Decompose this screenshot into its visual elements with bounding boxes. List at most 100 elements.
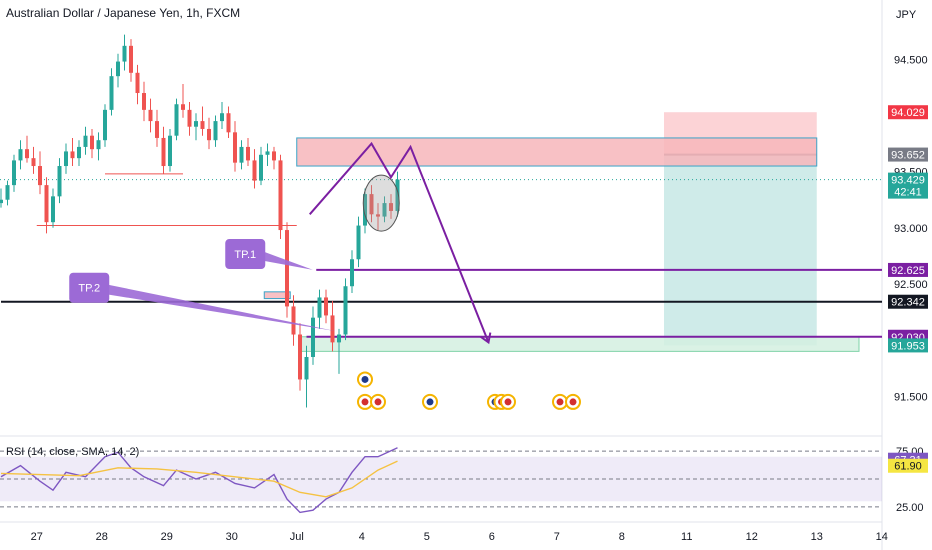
price-tag-bg <box>888 294 928 309</box>
x-tick-label: 28 <box>96 531 108 543</box>
rsi-tag-bg <box>888 458 928 473</box>
x-tick-label: 11 <box>681 531 692 543</box>
candle-body <box>155 121 159 138</box>
event-icon-dot <box>361 375 369 383</box>
candle-body <box>83 135 88 147</box>
rsi-tick-label: 25.00 <box>896 502 924 514</box>
price-tag-bg <box>888 172 928 199</box>
candle-body <box>12 160 16 186</box>
candle-body <box>129 45 133 73</box>
projection-path <box>308 141 490 343</box>
small-zone <box>263 291 291 300</box>
price-tag-bg <box>888 147 928 162</box>
price-tag: 94.029 <box>891 107 925 119</box>
candle-body <box>5 185 10 200</box>
x-tick-label: 4 <box>359 531 365 543</box>
candle-body <box>103 109 107 141</box>
candle-body <box>44 185 49 223</box>
price-tag-countdown: 42:41 <box>894 187 922 199</box>
tp-label-box <box>225 239 266 270</box>
candle-body <box>369 194 374 215</box>
candle-body <box>96 140 101 150</box>
price-tag-bg <box>888 338 928 353</box>
candle-body <box>226 113 231 133</box>
price-tag: 91.953 <box>891 340 925 352</box>
supply-zone <box>296 137 818 167</box>
candle-body <box>57 166 62 197</box>
chart-title: Australian Dollar / Japanese Yen, 1h, FX… <box>6 6 241 20</box>
candle-body <box>356 225 361 260</box>
price-tick-label: 94.500 <box>894 54 928 66</box>
projection-arrowhead <box>479 332 492 345</box>
candle-body <box>304 356 309 380</box>
rsi-series-sma <box>0 460 398 498</box>
candle-body <box>194 121 198 127</box>
candle-body <box>31 158 36 167</box>
candle-body <box>135 72 140 94</box>
x-tick-label: 29 <box>161 531 173 543</box>
candle-body <box>395 179 400 211</box>
candle-body <box>220 113 224 122</box>
price-tag: 92.342 <box>891 297 925 309</box>
event-icon-dot <box>556 398 564 406</box>
candle-body <box>207 128 211 141</box>
candle-body <box>350 259 354 287</box>
candle-body <box>298 334 302 380</box>
candle-body <box>376 214 380 217</box>
candle-body <box>272 151 276 161</box>
price-tag-bg <box>888 105 928 120</box>
event-icon-dot <box>361 398 369 406</box>
candle-body <box>285 230 289 307</box>
x-tick-label: 13 <box>811 531 823 543</box>
candle-body <box>278 160 283 231</box>
candle-body <box>38 166 42 186</box>
position-target-area <box>664 154 817 346</box>
event-icon-dot <box>569 398 577 406</box>
price-tick-label: 91.500 <box>894 391 928 403</box>
candle-body <box>122 45 127 62</box>
candle-body <box>109 76 114 110</box>
candle-body <box>148 109 153 122</box>
x-tick-label: 30 <box>226 531 238 543</box>
x-tick-label: 5 <box>424 531 430 543</box>
x-tick-label: 27 <box>31 531 43 543</box>
candle-body <box>311 317 315 357</box>
candle-body <box>291 306 296 335</box>
candle-body <box>337 334 341 343</box>
candle-body <box>168 135 172 167</box>
rsi-tag: 61.90 <box>894 461 922 473</box>
candle-body <box>187 109 192 127</box>
candle-body <box>70 151 75 159</box>
price-tag-bg <box>888 262 928 277</box>
x-tick-label: 8 <box>619 531 625 543</box>
candle-body <box>265 151 270 155</box>
x-tick-label: 7 <box>554 531 560 543</box>
candle-body <box>142 93 146 110</box>
x-tick-label: Jul <box>290 531 304 543</box>
candle-body <box>363 194 367 226</box>
x-tick-label: 14 <box>876 531 888 543</box>
candle-body <box>343 286 348 335</box>
candle-body <box>324 297 328 316</box>
candle-body <box>18 149 23 161</box>
candle-body <box>51 196 55 223</box>
candle-body <box>90 135 94 150</box>
tp-callout-pointer <box>259 250 313 270</box>
event-icon-dot <box>504 398 512 406</box>
candle-body <box>382 203 387 217</box>
candle-body <box>246 146 250 161</box>
rsi-title: RSI (14, close, SMA, 14, 2) <box>6 446 140 458</box>
candle-body <box>181 104 185 110</box>
candle-body <box>161 137 166 167</box>
candle-body <box>64 151 68 167</box>
candle-body <box>213 121 218 141</box>
x-tick-label: 6 <box>489 531 495 543</box>
price-tick-label: 93.000 <box>894 223 928 235</box>
candle-body <box>25 149 29 159</box>
candle-body <box>200 121 205 129</box>
candle-body <box>233 132 237 163</box>
price-tag: 93.429 <box>891 175 925 187</box>
event-icon-dot <box>426 398 434 406</box>
candle-body <box>259 154 263 181</box>
